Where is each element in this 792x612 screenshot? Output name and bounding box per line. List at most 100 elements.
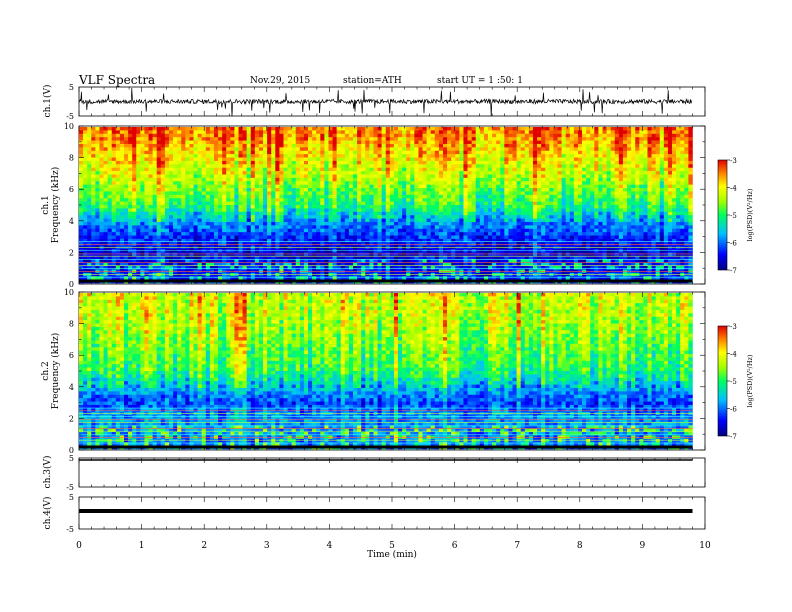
spectrogram-cell	[332, 147, 337, 152]
spectrogram-cell	[209, 154, 215, 158]
spectrogram-cell	[340, 191, 346, 196]
spectrogram-cell	[119, 235, 125, 240]
spectrogram-cell	[152, 140, 158, 145]
spectrogram-cell	[455, 218, 460, 223]
spectrogram-cell	[181, 184, 186, 189]
spectrogram-cell	[328, 171, 333, 175]
spectrogram-cell	[103, 215, 108, 219]
spectrogram-cell	[467, 130, 472, 135]
spectrogram-cell	[487, 133, 493, 138]
spectrogram-cell	[197, 211, 202, 216]
spectrogram-cell	[258, 147, 264, 152]
spectrogram-cell	[132, 211, 137, 216]
spectrogram-cell	[254, 242, 260, 246]
spectrogram-cell	[291, 181, 297, 185]
spectrogram-cell	[336, 259, 342, 263]
spectrogram-cell	[381, 255, 387, 260]
spectrogram-cell	[103, 143, 108, 148]
spectrogram-cell	[193, 157, 198, 162]
spectrogram-cell	[263, 184, 268, 189]
spectrogram-cell	[398, 218, 403, 223]
spectrogram-cell	[332, 249, 337, 253]
spectrogram-cell	[279, 266, 284, 270]
spectrogram-cell	[389, 181, 395, 185]
spectrogram-cell	[205, 130, 211, 135]
spectrogram-cell	[164, 259, 170, 263]
spectrogram-cell	[111, 160, 117, 165]
spectrogram-cell	[250, 262, 256, 267]
spectrogram-cell	[144, 164, 149, 168]
spectrogram-cell	[455, 164, 460, 168]
spectrogram-cell	[87, 198, 92, 202]
spectrogram-cell	[443, 188, 448, 192]
spectrogram-cell	[483, 269, 489, 274]
spectrogram-cell	[353, 269, 358, 274]
spectrogram-cell	[197, 269, 202, 274]
spectrogram-cell	[332, 143, 337, 148]
spectrogram-cell	[226, 208, 231, 213]
spectrogram-cell	[246, 177, 252, 182]
spectrogram-cell	[230, 276, 235, 280]
spectrogram-cell	[275, 221, 280, 226]
spectrogram-cell	[115, 221, 121, 226]
spectrogram-cell	[385, 266, 391, 270]
spectrogram-cell	[205, 127, 211, 131]
spectrogram-cell	[303, 184, 309, 189]
spectrogram-cell	[242, 167, 247, 172]
spectrogram-cell	[410, 249, 415, 253]
spectrogram-cell	[136, 164, 141, 168]
spectrogram-cell	[123, 174, 129, 179]
spectrogram-cell	[87, 252, 92, 257]
spectrogram-cell	[185, 140, 190, 145]
spectrogram-cell	[185, 238, 190, 243]
spectrogram-cell	[79, 191, 84, 196]
spectrogram-cell	[398, 252, 403, 257]
spectrogram-cell	[218, 137, 223, 141]
spectrogram-cell	[267, 252, 272, 257]
spectrogram-cell	[185, 221, 190, 226]
spectrogram-cell	[283, 164, 288, 168]
spectrogram-cell	[279, 133, 284, 138]
spectrogram-cell	[438, 194, 444, 199]
spectrogram-cell	[389, 184, 395, 189]
spectrogram-cell	[99, 235, 104, 240]
spectrogram-cell	[312, 174, 317, 179]
spectrogram-cell	[402, 208, 407, 213]
spectrogram-cell	[336, 262, 342, 267]
spectrogram-cell	[213, 198, 219, 202]
spectrogram-cell	[242, 255, 247, 260]
spectrogram-cell	[115, 249, 121, 253]
spectrogram-cell	[365, 174, 370, 179]
spectrogram-cell	[246, 140, 252, 145]
spectrogram-cell	[361, 177, 366, 182]
spectrogram-cell	[222, 177, 227, 182]
spectrogram-cell	[369, 154, 374, 158]
spectrogram-cell	[267, 235, 272, 240]
spectrogram-cell	[140, 201, 145, 206]
spectrogram-cell	[410, 137, 415, 141]
spectrogram-cell	[267, 147, 272, 152]
spectrogram-cell	[160, 154, 166, 158]
spectrogram-cell	[385, 130, 391, 135]
spectrogram-cell	[111, 137, 117, 141]
spectrogram-cell	[132, 201, 137, 206]
spectrogram-cell	[144, 211, 149, 216]
spectrogram-cell	[177, 181, 182, 185]
spectrogram-cell	[406, 137, 411, 141]
spectrogram-cell	[373, 127, 378, 131]
spectrogram-cell	[385, 276, 391, 280]
spectrogram-cell	[381, 201, 387, 206]
spectrogram-cell	[193, 143, 198, 148]
spectrogram-cell	[504, 137, 509, 141]
spectrogram-cell	[418, 164, 423, 168]
spectrogram-cell	[299, 255, 305, 260]
spectrogram-cell	[254, 184, 260, 189]
spectrogram-cell	[381, 242, 387, 246]
spectrogram-cell	[136, 127, 141, 131]
spectrogram-cell	[156, 225, 162, 230]
spectrogram-cell	[152, 133, 158, 138]
spectrogram-cell	[467, 262, 472, 267]
spectrogram-cell	[119, 201, 125, 206]
spectrogram-cell	[414, 154, 419, 158]
spectrogram-cell	[426, 167, 432, 172]
